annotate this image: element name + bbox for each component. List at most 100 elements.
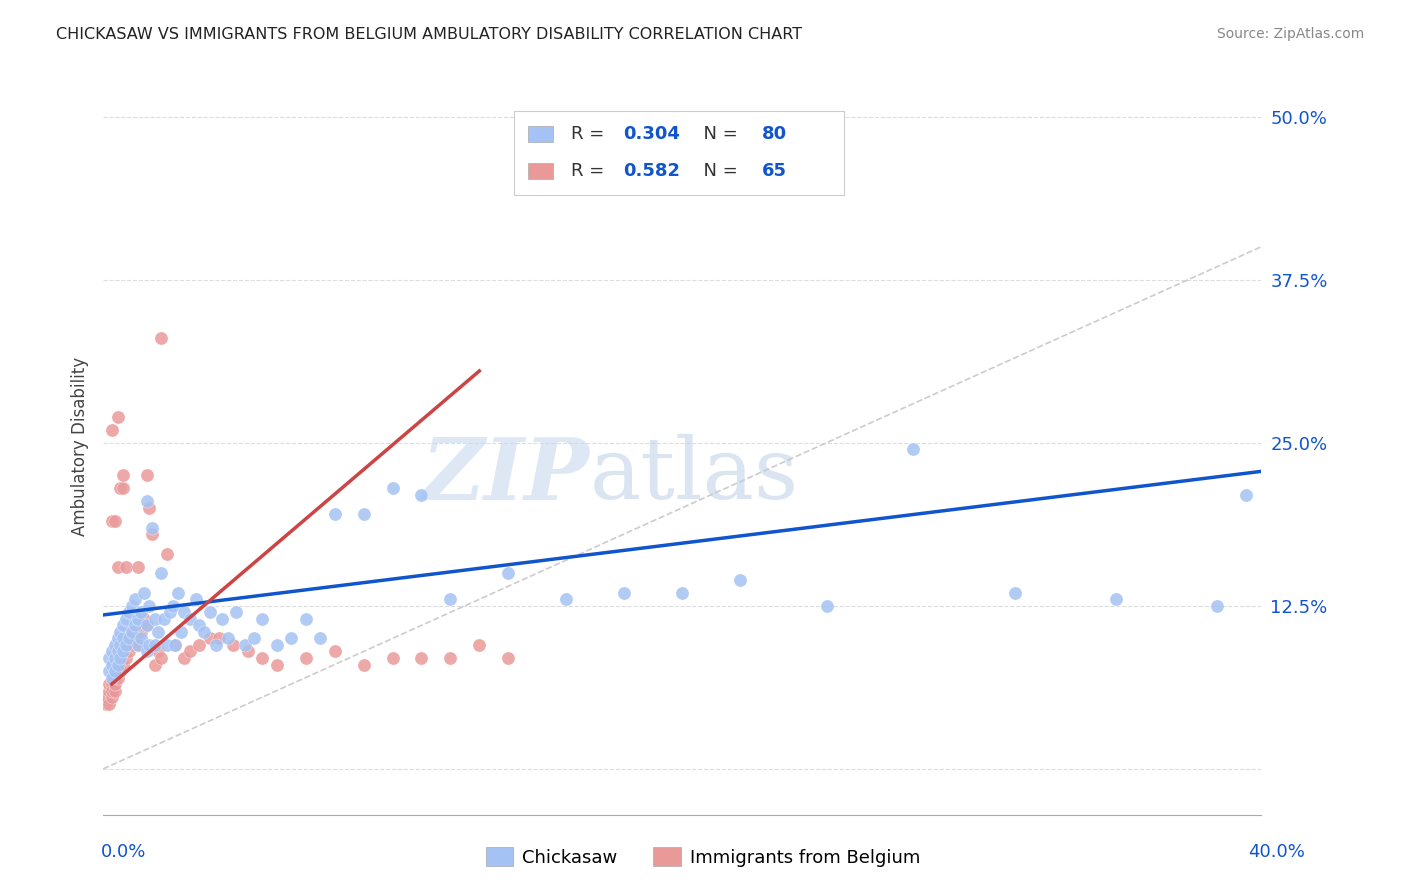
Point bbox=[110, 664, 132, 678]
Point bbox=[200, 605, 222, 619]
Point bbox=[104, 638, 127, 652]
Text: ZIP: ZIP bbox=[422, 434, 589, 517]
Point bbox=[121, 599, 143, 613]
Point bbox=[118, 632, 141, 646]
Point bbox=[143, 612, 166, 626]
Point bbox=[294, 651, 316, 665]
Point bbox=[110, 638, 132, 652]
Point bbox=[97, 697, 120, 711]
Point bbox=[112, 468, 135, 483]
Point bbox=[129, 632, 152, 646]
Point bbox=[252, 612, 274, 626]
Point bbox=[129, 624, 152, 639]
Point bbox=[170, 624, 193, 639]
Point bbox=[353, 508, 375, 522]
Point bbox=[112, 618, 135, 632]
Point bbox=[121, 624, 143, 639]
Point bbox=[496, 566, 519, 581]
Point bbox=[141, 520, 163, 534]
Point bbox=[101, 677, 124, 691]
Point bbox=[179, 612, 201, 626]
Point bbox=[124, 592, 146, 607]
Point bbox=[156, 547, 179, 561]
Text: CHICKASAW VS IMMIGRANTS FROM BELGIUM AMBULATORY DISABILITY CORRELATION CHART: CHICKASAW VS IMMIGRANTS FROM BELGIUM AMB… bbox=[56, 27, 803, 42]
Point bbox=[179, 644, 201, 658]
Text: N =: N = bbox=[692, 125, 744, 144]
FancyBboxPatch shape bbox=[527, 163, 554, 179]
Point bbox=[135, 618, 157, 632]
Point bbox=[165, 638, 187, 652]
Point bbox=[138, 638, 160, 652]
Point bbox=[107, 664, 129, 678]
Point bbox=[266, 638, 288, 652]
Point bbox=[127, 638, 149, 652]
Y-axis label: Ambulatory Disability: Ambulatory Disability bbox=[72, 357, 89, 535]
Point bbox=[411, 651, 433, 665]
Text: 80: 80 bbox=[762, 125, 787, 144]
Point bbox=[118, 644, 141, 658]
Point bbox=[107, 644, 129, 658]
Point bbox=[101, 514, 124, 528]
Point bbox=[671, 586, 693, 600]
Point bbox=[112, 657, 135, 672]
Point bbox=[115, 638, 138, 652]
Point bbox=[184, 592, 207, 607]
Point bbox=[121, 638, 143, 652]
Point bbox=[468, 638, 491, 652]
Point bbox=[107, 657, 129, 672]
Point bbox=[132, 586, 155, 600]
Point bbox=[101, 683, 124, 698]
Point bbox=[97, 651, 120, 665]
Text: R =: R = bbox=[571, 162, 610, 180]
Point bbox=[127, 559, 149, 574]
Point bbox=[97, 677, 120, 691]
Point bbox=[97, 664, 120, 678]
Point bbox=[159, 605, 181, 619]
Point bbox=[107, 671, 129, 685]
Point bbox=[150, 651, 173, 665]
Point bbox=[132, 612, 155, 626]
Point bbox=[323, 508, 346, 522]
Point bbox=[222, 638, 245, 652]
Point bbox=[127, 638, 149, 652]
Point bbox=[112, 644, 135, 658]
Point bbox=[280, 632, 302, 646]
Point bbox=[252, 651, 274, 665]
Point bbox=[115, 638, 138, 652]
Point bbox=[236, 644, 259, 658]
Point bbox=[903, 442, 925, 457]
Point bbox=[294, 612, 316, 626]
Point bbox=[141, 527, 163, 541]
Text: 65: 65 bbox=[762, 162, 787, 180]
Text: atlas: atlas bbox=[589, 434, 799, 517]
Point bbox=[439, 592, 461, 607]
Point bbox=[127, 612, 149, 626]
Point bbox=[104, 651, 127, 665]
Point bbox=[309, 632, 332, 646]
Point bbox=[135, 618, 157, 632]
Point bbox=[150, 566, 173, 581]
Point bbox=[815, 599, 838, 613]
Point bbox=[187, 618, 209, 632]
Point bbox=[146, 624, 169, 639]
Point bbox=[115, 651, 138, 665]
Point bbox=[496, 651, 519, 665]
Point bbox=[101, 671, 124, 685]
Point bbox=[217, 632, 239, 646]
Point bbox=[115, 559, 138, 574]
Point bbox=[107, 657, 129, 672]
Point bbox=[1004, 586, 1026, 600]
Text: R =: R = bbox=[571, 125, 610, 144]
Point bbox=[153, 612, 176, 626]
Point bbox=[323, 644, 346, 658]
Text: 40.0%: 40.0% bbox=[1249, 843, 1305, 861]
Text: N =: N = bbox=[692, 162, 744, 180]
Point bbox=[112, 644, 135, 658]
Point bbox=[728, 573, 751, 587]
Point bbox=[104, 671, 127, 685]
Point bbox=[165, 638, 187, 652]
Point bbox=[110, 651, 132, 665]
FancyBboxPatch shape bbox=[515, 111, 844, 195]
Point bbox=[1234, 488, 1257, 502]
Point bbox=[1105, 592, 1128, 607]
